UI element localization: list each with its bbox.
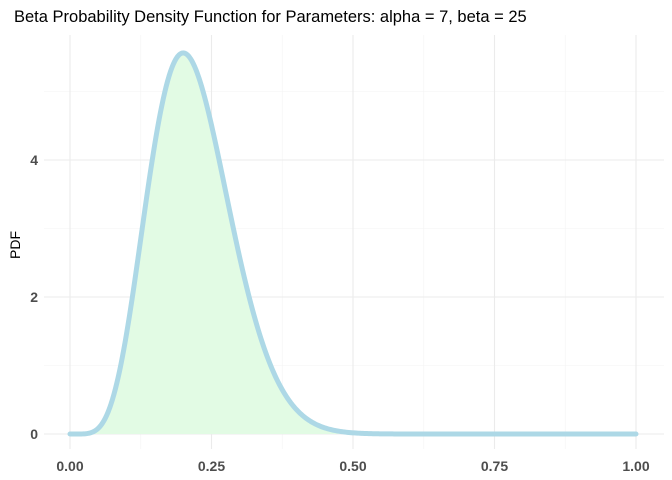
density-area-fill bbox=[70, 52, 636, 435]
y-tick-label: 4 bbox=[30, 152, 38, 168]
chart-title: Beta Probability Density Function for Pa… bbox=[14, 8, 527, 26]
x-tick-label: 0.50 bbox=[339, 458, 366, 474]
x-tick-label: 1.00 bbox=[622, 458, 649, 474]
y-tick-label: 0 bbox=[30, 426, 38, 442]
y-tick-label: 2 bbox=[30, 289, 38, 305]
y-axis-ticks: 0 2 4 bbox=[30, 152, 38, 442]
x-tick-label: 0.75 bbox=[481, 458, 508, 474]
y-axis-label: PDF bbox=[7, 231, 23, 259]
x-tick-label: 0.00 bbox=[56, 458, 83, 474]
x-tick-label: 0.25 bbox=[198, 458, 225, 474]
x-axis-ticks: 0.00 0.25 0.50 0.75 1.00 bbox=[56, 458, 649, 474]
density-curve-line bbox=[67, 50, 639, 437]
